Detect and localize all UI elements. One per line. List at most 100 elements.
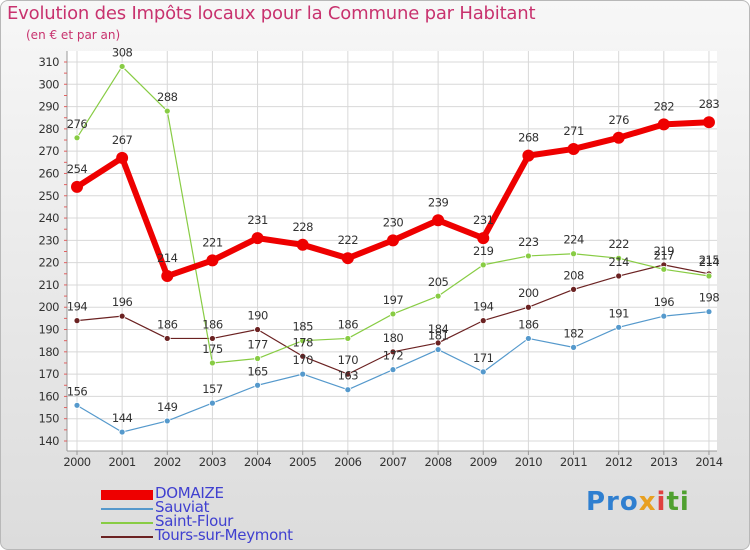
data-point-domaize xyxy=(251,232,264,245)
x-tick-label: 2010 xyxy=(515,455,542,469)
proxiti-logo: Proxiti xyxy=(586,487,690,517)
grid-layer xyxy=(67,51,717,451)
data-point-saint-flour xyxy=(479,261,487,269)
data-label-sauviat: 181 xyxy=(428,329,449,343)
legend-item-sauviat: Sauviat xyxy=(101,498,321,517)
data-point-tours-sur-meymont xyxy=(209,335,216,342)
data-point-saint-flour xyxy=(344,335,352,342)
data-label-domaize: 267 xyxy=(112,133,133,147)
data-point-domaize xyxy=(206,254,219,267)
data-label-sauviat: 182 xyxy=(563,326,584,340)
y-tick-label: 150 xyxy=(39,412,60,426)
x-tick-label: 2003 xyxy=(199,455,226,469)
x-tick-label: 2007 xyxy=(379,455,406,469)
data-point-domaize xyxy=(522,149,535,162)
data-point-sauviat xyxy=(570,343,577,351)
data-point-sauviat xyxy=(73,401,81,409)
x-tick-label: 2009 xyxy=(470,455,497,469)
x-tick-label: 2000 xyxy=(63,455,90,469)
data-point-sauviat xyxy=(344,386,352,394)
y-tick-label: 180 xyxy=(39,345,60,359)
chart-subtitle: (en € et par an) xyxy=(26,28,121,42)
data-point-tours-sur-meymont xyxy=(479,317,487,325)
x-tick-label: 2006 xyxy=(334,455,361,469)
legend-item-saint-flour: Saint-Flour xyxy=(101,512,321,531)
data-point-domaize xyxy=(341,252,354,265)
data-point-tours-sur-meymont xyxy=(163,335,171,342)
data-label-saint-flour: 219 xyxy=(473,244,494,258)
data-point-domaize xyxy=(71,180,83,193)
data-label-domaize: 228 xyxy=(292,220,313,234)
data-label-tours-sur-meymont: 194 xyxy=(67,300,88,314)
x-tick-label: 2008 xyxy=(424,455,451,469)
legend-swatch xyxy=(101,490,153,500)
data-point-sauviat xyxy=(660,312,668,320)
data-label-tours-sur-meymont: 208 xyxy=(563,268,584,282)
data-point-saint-flour xyxy=(299,337,307,345)
data-point-sauviat xyxy=(254,381,261,389)
y-tick-label: 310 xyxy=(39,55,60,69)
legend-label: Sauviat xyxy=(155,498,210,516)
data-label-sauviat: 163 xyxy=(338,369,359,383)
data-label-domaize: 254 xyxy=(67,162,88,176)
data-point-saint-flour xyxy=(705,272,713,280)
data-label-tours-sur-meymont: 214 xyxy=(608,255,629,269)
data-point-domaize xyxy=(432,214,445,227)
legend-label: Saint-Flour xyxy=(155,512,234,530)
plot-area xyxy=(67,51,717,451)
data-point-saint-flour xyxy=(118,63,126,70)
data-label-domaize: 231 xyxy=(473,213,494,227)
data-label-tours-sur-meymont: 184 xyxy=(428,322,449,336)
x-tick-label: 2012 xyxy=(605,455,632,469)
y-tick-label: 170 xyxy=(39,367,60,381)
data-point-tours-sur-meymont xyxy=(118,312,126,320)
x-tick-label: 2013 xyxy=(650,455,677,469)
data-point-saint-flour xyxy=(660,265,668,273)
data-label-saint-flour: 214 xyxy=(699,255,720,269)
data-label-saint-flour: 308 xyxy=(112,45,133,59)
y-tick-label: 240 xyxy=(39,211,60,225)
legend-swatch xyxy=(101,522,153,524)
data-point-sauviat xyxy=(389,366,397,374)
data-label-tours-sur-meymont: 194 xyxy=(473,300,494,314)
data-label-saint-flour: 175 xyxy=(202,342,223,356)
logo-part-2: x xyxy=(638,487,657,517)
data-label-saint-flour: 276 xyxy=(67,117,88,131)
legend-swatch xyxy=(101,536,153,538)
y-tick-label: 290 xyxy=(39,100,60,114)
data-point-domaize xyxy=(386,234,399,247)
data-point-sauviat xyxy=(479,368,487,376)
data-point-domaize xyxy=(161,270,174,283)
data-label-saint-flour: 223 xyxy=(518,235,539,249)
data-label-domaize: 283 xyxy=(699,97,720,111)
data-label-sauviat: 196 xyxy=(654,295,675,309)
data-point-domaize xyxy=(116,151,129,164)
data-label-domaize: 271 xyxy=(563,124,584,138)
data-point-saint-flour xyxy=(434,292,442,300)
data-point-domaize xyxy=(612,131,625,144)
data-label-sauviat: 149 xyxy=(157,400,178,414)
y-tick-label: 270 xyxy=(39,144,60,158)
data-label-saint-flour: 186 xyxy=(338,317,359,331)
data-label-tours-sur-meymont: 215 xyxy=(699,253,720,267)
y-tick-label: 230 xyxy=(39,233,60,247)
data-label-sauviat: 165 xyxy=(247,364,268,378)
data-label-saint-flour: 205 xyxy=(428,275,449,289)
x-tick-label: 2005 xyxy=(289,455,316,469)
y-tick-label: 300 xyxy=(39,77,60,91)
legend-label: DOMAIZE xyxy=(155,484,224,502)
data-point-sauviat xyxy=(705,308,713,316)
data-label-domaize: 222 xyxy=(338,233,359,247)
x-tick-label: 2004 xyxy=(244,455,271,469)
y-tick-label: 140 xyxy=(39,434,60,448)
logo-part-3: i xyxy=(656,487,667,517)
data-point-tours-sur-meymont xyxy=(615,272,623,280)
data-label-sauviat: 170 xyxy=(292,353,313,367)
data-label-saint-flour: 224 xyxy=(563,233,584,247)
data-point-saint-flour xyxy=(254,355,261,362)
data-point-sauviat xyxy=(299,370,307,378)
data-label-saint-flour: 177 xyxy=(247,338,268,352)
data-label-sauviat: 186 xyxy=(518,317,539,331)
data-point-domaize xyxy=(296,238,309,251)
data-label-tours-sur-meymont: 219 xyxy=(654,244,675,258)
